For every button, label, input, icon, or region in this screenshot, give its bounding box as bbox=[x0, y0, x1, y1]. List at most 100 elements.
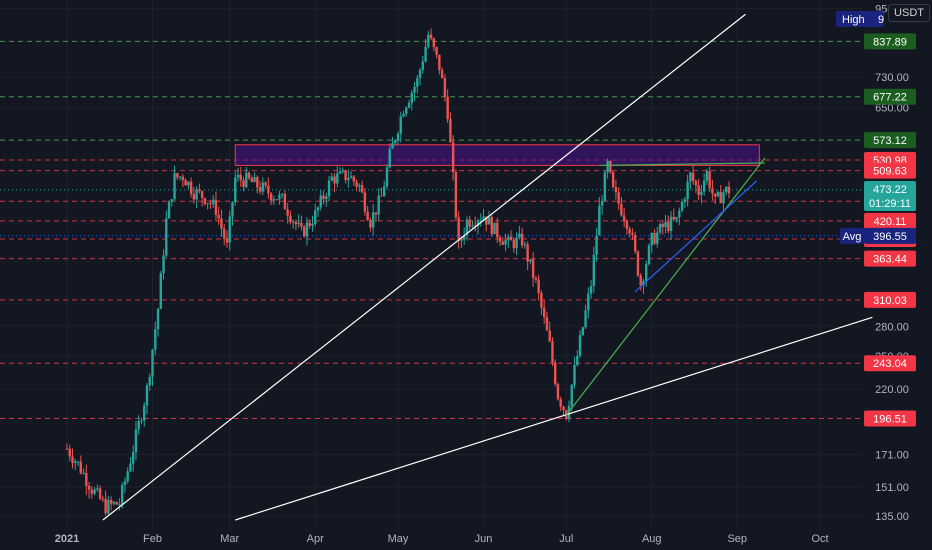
level-tag: 363.44 bbox=[864, 250, 916, 267]
candle-body bbox=[416, 78, 419, 87]
green-trendline-line[interactable] bbox=[565, 157, 766, 416]
candle-body bbox=[352, 176, 356, 182]
candle-body bbox=[319, 195, 322, 208]
candle-body bbox=[79, 461, 82, 474]
candle-body bbox=[325, 196, 328, 200]
candle-body bbox=[228, 216, 231, 243]
lower-support-line[interactable] bbox=[235, 316, 873, 521]
candle-body bbox=[678, 210, 681, 218]
candle-body bbox=[283, 193, 287, 210]
candle-body bbox=[316, 207, 320, 211]
avg-tag-value: 396.55 bbox=[873, 231, 907, 243]
candle-body bbox=[286, 209, 289, 216]
candle-body bbox=[460, 239, 463, 241]
green-top-line-line[interactable] bbox=[599, 162, 765, 167]
candle-body bbox=[217, 214, 220, 219]
candle-body bbox=[727, 186, 731, 194]
candle-body bbox=[482, 216, 485, 220]
candle-body bbox=[143, 405, 146, 421]
candle-body bbox=[391, 143, 394, 149]
candle-body bbox=[680, 201, 684, 211]
candle-body bbox=[702, 180, 706, 192]
candle-body bbox=[443, 78, 447, 97]
candle-body bbox=[592, 254, 596, 286]
candle-body bbox=[529, 259, 532, 262]
avg-tag-value-bg bbox=[864, 227, 916, 244]
candle-body bbox=[96, 488, 99, 490]
candle-body bbox=[645, 264, 648, 281]
long-uptrend-line[interactable] bbox=[102, 13, 746, 521]
candle-body bbox=[90, 489, 94, 494]
time-tick-label: Sep bbox=[727, 533, 747, 545]
candle-body bbox=[708, 171, 711, 189]
candle-body bbox=[686, 181, 689, 200]
candle-body bbox=[118, 504, 121, 506]
time-tick-label: Apr bbox=[307, 533, 324, 545]
candle-body bbox=[170, 199, 174, 202]
candle-body bbox=[562, 406, 565, 411]
price-tick-label: 135.00 bbox=[875, 511, 909, 523]
candle-body bbox=[250, 178, 254, 183]
candle-body bbox=[374, 212, 378, 215]
candle-body bbox=[291, 221, 295, 223]
candle-body bbox=[531, 259, 535, 278]
candle-body bbox=[82, 472, 85, 474]
price-tick-label: 151.00 bbox=[875, 482, 909, 494]
blue-trendline-line[interactable] bbox=[634, 180, 757, 293]
level-tag-bg bbox=[864, 162, 916, 179]
candle-body bbox=[239, 174, 242, 181]
candle-body bbox=[622, 215, 626, 221]
price-tick-label: 650.00 bbox=[875, 102, 909, 114]
level-tag-bg bbox=[864, 410, 916, 427]
candle-body bbox=[449, 119, 452, 143]
candle-body bbox=[711, 188, 714, 194]
time-tick-label: Aug bbox=[642, 533, 662, 545]
candle-body bbox=[140, 420, 143, 422]
candle-body bbox=[656, 232, 659, 244]
candle-body bbox=[355, 181, 358, 187]
candle-body bbox=[462, 234, 466, 240]
candle-body bbox=[289, 215, 292, 222]
candle-body bbox=[573, 365, 576, 385]
resistance-zone[interactable] bbox=[234, 144, 760, 166]
high-tag: High 9 bbox=[836, 11, 884, 27]
candle-body bbox=[722, 192, 725, 204]
candle-body bbox=[454, 172, 458, 218]
level-tag-text: 196.51 bbox=[873, 413, 907, 425]
candle-body bbox=[570, 384, 573, 406]
candle-body bbox=[700, 191, 703, 195]
candle-body bbox=[399, 116, 402, 134]
candle-body bbox=[609, 161, 612, 173]
trendlines[interactable] bbox=[102, 13, 873, 521]
candle-body bbox=[211, 199, 215, 205]
time-tick-label: Jun bbox=[475, 533, 493, 545]
candle-body bbox=[421, 61, 425, 70]
candle-body bbox=[369, 220, 372, 228]
candle-body bbox=[322, 195, 325, 200]
candle-body bbox=[496, 222, 499, 238]
candle-body bbox=[297, 222, 300, 225]
currency-label[interactable]: USDT bbox=[888, 4, 930, 22]
candle-body bbox=[432, 38, 436, 48]
candle-body bbox=[93, 489, 96, 494]
candle-body bbox=[537, 279, 540, 293]
candle-body bbox=[501, 241, 505, 245]
candle-body bbox=[512, 240, 516, 249]
time-axis[interactable]: 2021 Feb Mar Apr May Jun Jul Aug Sep Oct bbox=[55, 533, 829, 545]
candle-body bbox=[87, 485, 91, 490]
candle-body bbox=[242, 180, 245, 187]
candle-body bbox=[542, 307, 546, 318]
candle-body bbox=[347, 178, 350, 181]
level-tag-bg bbox=[864, 88, 916, 105]
candle-body bbox=[377, 195, 380, 215]
last-price-value: 473.22 bbox=[873, 184, 907, 196]
candle-body bbox=[261, 182, 265, 192]
candle-body bbox=[181, 176, 185, 180]
level-tag-text: 420.11 bbox=[874, 216, 907, 228]
candle-body bbox=[85, 472, 88, 486]
candle-body bbox=[405, 107, 408, 114]
time-tick-label: Mar bbox=[220, 533, 239, 545]
candle-body bbox=[264, 182, 267, 186]
candle-body bbox=[74, 461, 77, 463]
